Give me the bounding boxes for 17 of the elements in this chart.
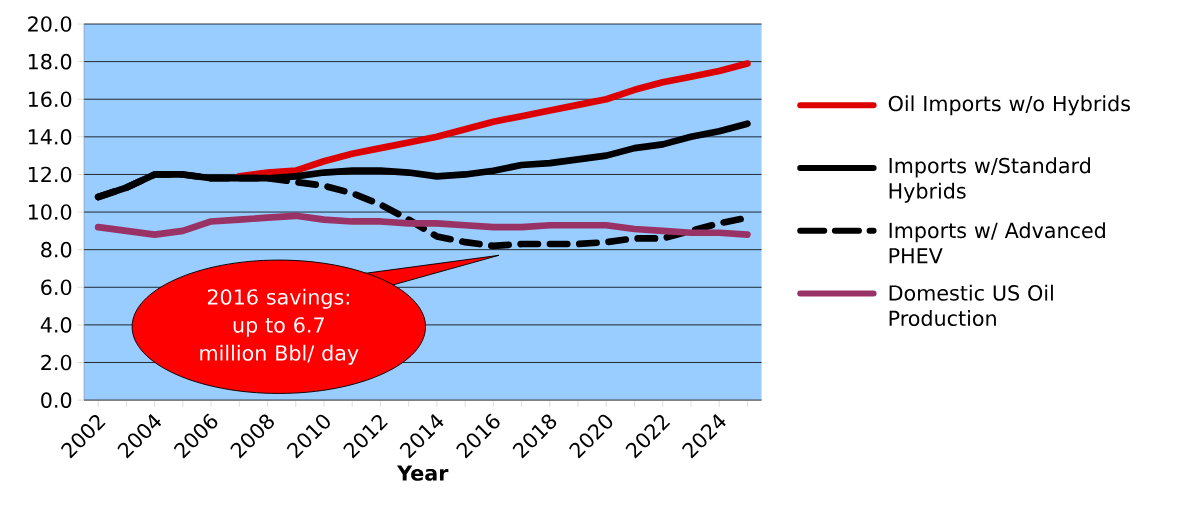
y-tick-label: 10.0	[28, 204, 72, 220]
legend-label: Imports w/ Advanced PHEV	[889, 221, 1105, 264]
y-tick-label: 20.0	[28, 15, 72, 32]
y-tick-label: 4.0	[40, 316, 72, 333]
legend-label: Imports w/Standard Hybrids	[889, 157, 1090, 203]
legend-label: Oil Imports w/o Hybrids	[888, 95, 1130, 116]
y-tick-label: 16.0	[28, 91, 72, 107]
y-tick-label: 12.0	[28, 166, 72, 183]
y-tick-label: 8.0	[41, 241, 72, 258]
annotation: 2016 savings: up to 6.7 million Bbl/ day	[200, 288, 359, 365]
y-tick-label: 2.0	[41, 354, 72, 371]
x-axis-title: Year	[396, 465, 449, 481]
y-tick-label: 0.0	[41, 392, 72, 408]
y-tick-label: 18.0	[28, 53, 72, 70]
y-tick-label: 14.0	[28, 128, 72, 145]
legend-label: Domestic US Oil Production	[889, 284, 1053, 326]
y-tick-label: 6.0	[41, 279, 72, 295]
